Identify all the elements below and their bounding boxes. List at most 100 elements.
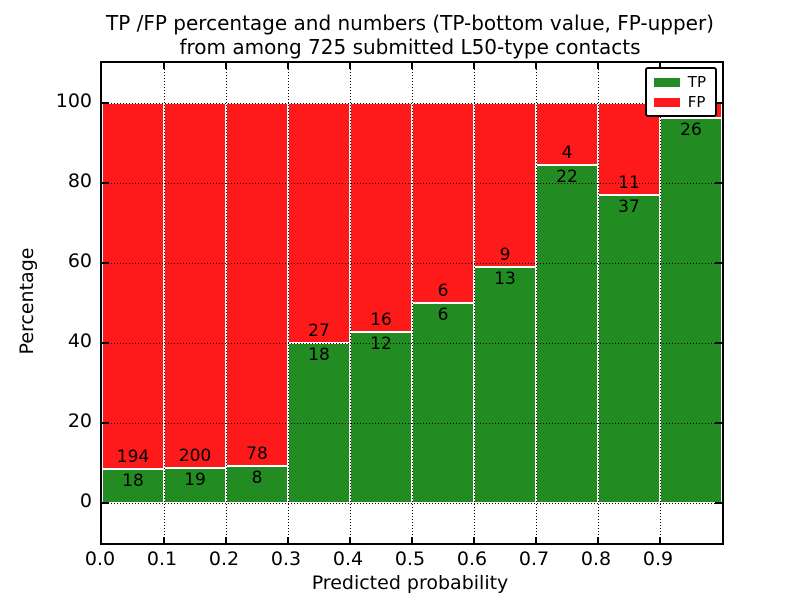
x-tick-top xyxy=(163,63,165,69)
legend-item-tp: TP xyxy=(653,73,706,91)
x-tick-label: 0.9 xyxy=(642,548,674,570)
tp-count-label: 19 xyxy=(184,470,206,491)
x-tick-top xyxy=(473,63,475,69)
legend-label-fp: FP xyxy=(687,93,706,111)
horizontal-gridline xyxy=(102,262,722,264)
fp-count-label: 194 xyxy=(116,447,150,468)
horizontal-gridline xyxy=(102,102,722,104)
tp-count-label: 18 xyxy=(122,471,144,492)
fp-count-label: 16 xyxy=(370,309,392,330)
vertical-gridline xyxy=(225,63,227,543)
x-tick-label: 0.4 xyxy=(332,548,364,570)
y-tick-right xyxy=(715,102,722,104)
x-tick-label: 0.0 xyxy=(84,548,116,570)
x-tick-label: 0.7 xyxy=(518,548,550,570)
legend-item-fp: FP xyxy=(653,93,706,111)
x-tick-bottom xyxy=(163,537,165,543)
x-tick-label: 0.5 xyxy=(394,548,426,570)
tp-count-label: 18 xyxy=(308,345,330,365)
y-tick-left xyxy=(102,342,109,344)
x-tick-bottom xyxy=(411,537,413,543)
fp-color-swatch xyxy=(653,97,680,107)
y-tick-left xyxy=(102,422,109,424)
y-tick-left xyxy=(102,102,109,104)
horizontal-gridline xyxy=(102,422,722,424)
plot-area: TP FP 194 18 200 19 78 8 27 18 16 12 6 6 9 13 4 22 11 37 2… xyxy=(100,61,724,545)
chart-title: TP /FP percentage and numbers (TP-bottom… xyxy=(100,11,720,59)
vertical-gridline xyxy=(535,63,537,543)
fp-bar-segment xyxy=(226,103,288,466)
horizontal-gridline xyxy=(102,502,722,504)
x-tick-top xyxy=(535,63,537,69)
fp-count-label: 78 xyxy=(246,443,268,464)
fp-bar-segment xyxy=(412,103,474,303)
vertical-gridline xyxy=(473,63,475,543)
legend: TP FP xyxy=(644,67,717,117)
x-tick-bottom xyxy=(535,537,537,543)
tp-count-label: 8 xyxy=(251,467,263,488)
fp-count-label: 200 xyxy=(178,446,212,467)
fp-bar-segment xyxy=(164,103,226,469)
fp-count-label: 6 xyxy=(437,281,449,301)
horizontal-gridline xyxy=(102,342,722,344)
fp-count-label: 9 xyxy=(499,244,511,265)
y-tick-right xyxy=(715,422,722,424)
y-tick-right xyxy=(715,182,722,184)
x-tick-label: 0.6 xyxy=(456,548,488,570)
tp-bar-segment xyxy=(412,303,474,503)
y-tick-label: 80 xyxy=(67,170,92,192)
tp-bar-segment xyxy=(474,266,536,503)
tp-bar-segment xyxy=(536,164,598,503)
fp-count-label: 11 xyxy=(618,172,640,193)
y-tick-label: 60 xyxy=(67,250,92,272)
vertical-gridline xyxy=(597,63,599,543)
y-tick-label: 40 xyxy=(67,330,92,352)
tp-bar-segment xyxy=(350,331,412,503)
fp-count-label: 4 xyxy=(561,142,573,163)
tp-bar-segment xyxy=(102,469,164,503)
y-axis-label: Percentage xyxy=(16,247,38,355)
tp-count-label: 6 xyxy=(437,305,449,325)
y-tick-label: 100 xyxy=(55,90,92,112)
y-tick-left xyxy=(102,262,109,264)
x-tick-label: 0.3 xyxy=(270,548,302,570)
x-tick-bottom xyxy=(473,537,475,543)
tp-bar-segment xyxy=(226,465,288,503)
chart-title-line2: from among 725 submitted L50-type contac… xyxy=(179,35,641,59)
x-tick-top xyxy=(349,63,351,69)
vertical-gridline xyxy=(163,63,165,543)
x-tick-top xyxy=(659,63,661,69)
y-tick-label: 20 xyxy=(67,410,92,432)
x-tick-bottom xyxy=(659,537,661,543)
y-tick-right xyxy=(715,502,722,504)
x-tick-bottom xyxy=(349,537,351,543)
y-tick-left xyxy=(102,502,109,504)
vertical-gridline xyxy=(659,63,661,543)
x-tick-top xyxy=(225,63,227,69)
x-tick-top xyxy=(287,63,289,69)
vertical-gridline xyxy=(411,63,413,543)
legend-label-tp: TP xyxy=(687,73,706,91)
tp-color-swatch xyxy=(653,77,680,87)
fp-count-label: 27 xyxy=(308,321,330,341)
tp-count-label: 37 xyxy=(618,196,640,217)
fp-bar-segment xyxy=(288,103,350,343)
tp-bar-segment xyxy=(598,194,660,503)
vertical-gridline xyxy=(349,63,351,543)
fp-bar-segment xyxy=(350,103,412,332)
y-tick-label: 0 xyxy=(79,490,92,512)
tp-count-label: 26 xyxy=(680,119,702,140)
chart-title-line1: TP /FP percentage and numbers (TP-bottom… xyxy=(106,11,714,35)
tp-count-label: 13 xyxy=(494,268,516,289)
x-tick-top xyxy=(411,63,413,69)
tp-bar-segment xyxy=(164,468,226,503)
x-tick-label: 0.1 xyxy=(146,548,178,570)
x-tick-label: 0.8 xyxy=(580,548,612,570)
tp-bar-segment xyxy=(660,117,722,503)
x-tick-bottom xyxy=(597,537,599,543)
x-tick-bottom xyxy=(225,537,227,543)
y-tick-right xyxy=(715,262,722,264)
fp-bar-segment xyxy=(536,103,598,165)
y-tick-right xyxy=(715,342,722,344)
